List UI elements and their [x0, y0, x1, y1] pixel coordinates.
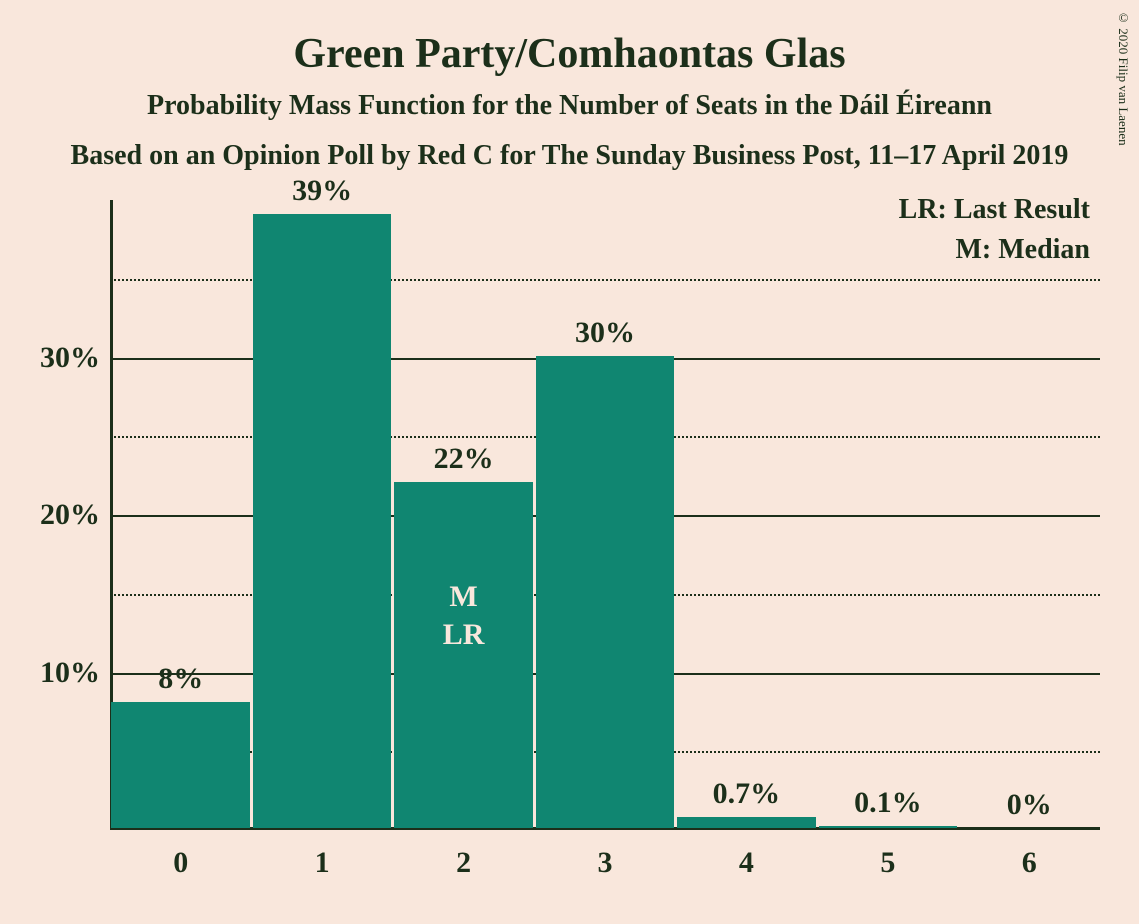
- bar-value-label: 0.1%: [854, 786, 922, 820]
- bar: [677, 817, 816, 828]
- x-tick-label: 1: [315, 846, 330, 880]
- legend-lr: LR: Last Result: [899, 194, 1090, 226]
- bar: [394, 482, 533, 829]
- x-tick-label: 2: [456, 846, 471, 880]
- plot-area: LR: Last Result M: Median 10%20%30%8%039…: [110, 200, 1100, 830]
- x-tick-label: 4: [739, 846, 754, 880]
- chart-title: Green Party/Comhaontas Glas: [0, 0, 1139, 78]
- bar: [253, 214, 392, 828]
- x-tick-label: 0: [173, 846, 188, 880]
- chart-container: © 2020 Filip van Laenen Green Party/Comh…: [0, 0, 1139, 924]
- bar-value-label: 39%: [292, 174, 352, 208]
- bar-inner-label: MLR: [443, 578, 485, 653]
- bar-value-label: 0.7%: [713, 777, 781, 811]
- chart-subtitle-1: Probability Mass Function for the Number…: [0, 78, 1139, 122]
- bar-value-label: 0%: [1007, 788, 1052, 822]
- legend-m: M: Median: [955, 234, 1090, 266]
- bar-value-label: 22%: [434, 442, 494, 476]
- x-tick-label: 3: [598, 846, 613, 880]
- bar: [536, 356, 675, 829]
- y-tick-label: 20%: [30, 498, 100, 532]
- bar: [819, 826, 958, 828]
- y-tick-label: 30%: [30, 341, 100, 375]
- x-tick-label: 6: [1022, 846, 1037, 880]
- bar: [111, 702, 250, 828]
- chart-subtitle-2: Based on an Opinion Poll by Red C for Th…: [0, 122, 1139, 172]
- y-tick-label: 10%: [30, 656, 100, 690]
- copyright-text: © 2020 Filip van Laenen: [1115, 10, 1131, 146]
- x-tick-label: 5: [880, 846, 895, 880]
- bar-value-label: 8%: [158, 662, 203, 696]
- bar-value-label: 30%: [575, 316, 635, 350]
